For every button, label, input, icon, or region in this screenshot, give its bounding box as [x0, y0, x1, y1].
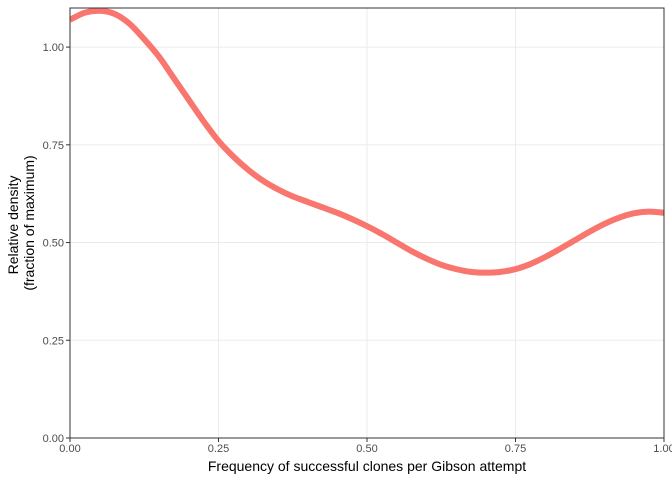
y-axis-title: Relative density (fraction of maximum) — [5, 155, 37, 290]
y-tick-label: 1.00 — [43, 42, 64, 54]
y-tick-label: 0.75 — [43, 140, 64, 152]
y-tick-label: 0.25 — [43, 335, 64, 347]
density-line-series-0 — [70, 8, 664, 276]
y-tick-label: 0.50 — [43, 238, 64, 250]
x-tick-label: 0.75 — [505, 443, 526, 455]
x-tick-label: 0.00 — [59, 443, 80, 455]
series-layer — [70, 8, 664, 276]
y-axis-title-line-2: (fraction of maximum) — [21, 155, 37, 290]
y-axis-title-line-1: Relative density — [5, 176, 21, 275]
x-tick-label: 0.25 — [208, 443, 229, 455]
x-tick-label: 0.50 — [356, 443, 377, 455]
x-tick-label: 1.00 — [653, 443, 672, 455]
x-axis-title: Frequency of successful clones per Gibso… — [208, 458, 526, 474]
y-tick-label: 0.00 — [43, 433, 64, 445]
y-axis-ticks: 0.00 0.25 0.50 0.75 1.00 — [43, 42, 70, 445]
x-axis-ticks: 0.00 0.25 0.50 0.75 1.00 — [59, 438, 672, 455]
